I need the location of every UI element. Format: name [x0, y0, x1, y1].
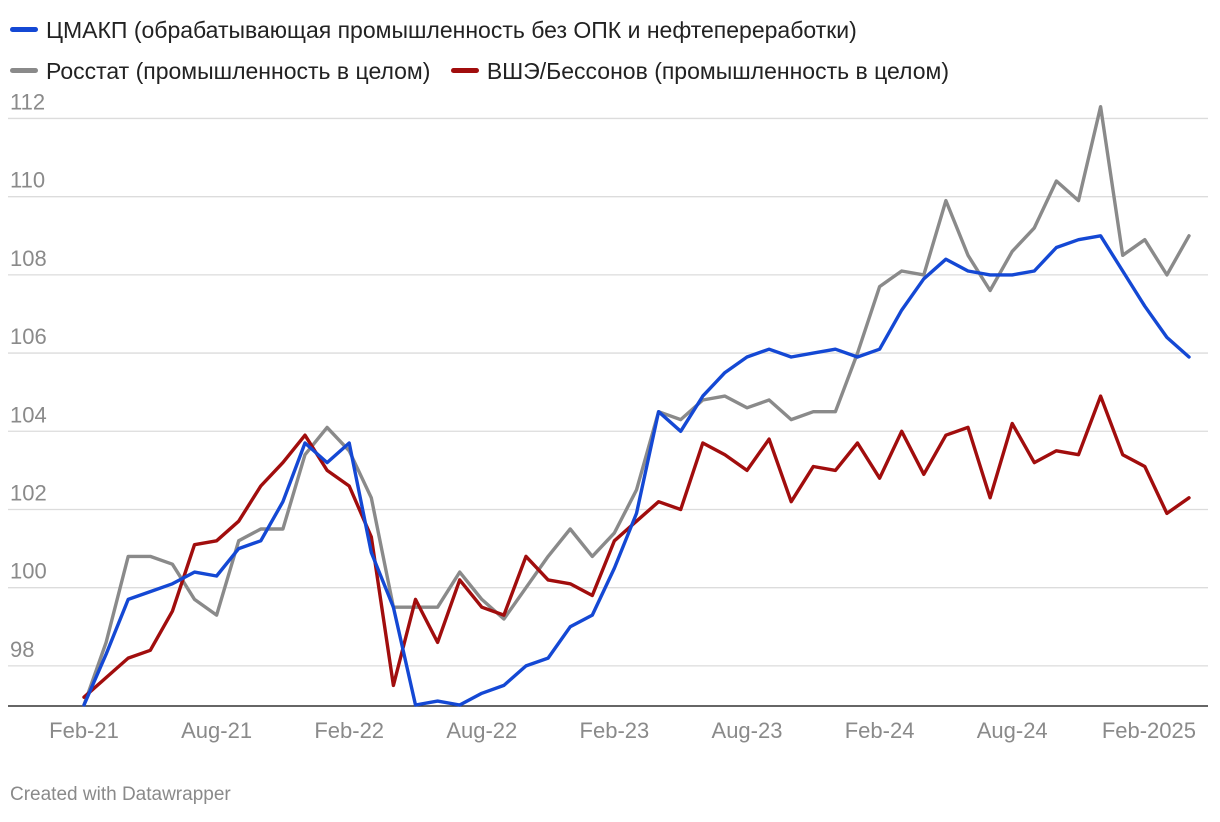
grid-layer [8, 117, 1208, 707]
x-axis-ticks: Feb-21 Aug-21 Feb-22 Aug-22 Feb-23 Aug-23 Feb-… [49, 718, 1196, 743]
x-tick-label-Aug-21: Aug-21 [181, 718, 252, 743]
y-tick-label-106: 106 [10, 324, 47, 349]
y-tick-label-112: 112 [10, 89, 45, 114]
x-tick-label-Feb-21: Feb-21 [49, 718, 119, 743]
series-layer [82, 104, 1191, 707]
chart-legend: ЦМАКП (обрабатывающая промышленность без… [10, 10, 1090, 92]
legend-swatch-cmakp [10, 27, 38, 33]
x-tick-label-Aug-22: Aug-22 [446, 718, 517, 743]
legend-item-cmakp: ЦМАКП (обрабатывающая промышленность без… [10, 10, 857, 51]
series-line-2 [82, 394, 1191, 699]
y-tick-label-98: 98 [10, 637, 34, 662]
legend-swatch-rosstat [10, 68, 38, 74]
y-axis-ticks: 98 100 102 104 106 108 110 112 [10, 89, 47, 661]
y-tick-label-102: 102 [10, 480, 47, 505]
x-tick-label-Feb-24: Feb-24 [845, 718, 915, 743]
legend-item-rosstat: Росстат (промышленность в целом) [10, 51, 430, 92]
credit-note: Created with Datawrapper [10, 784, 231, 805]
x-tick-label-Feb-23: Feb-23 [580, 718, 650, 743]
series-line-0 [82, 234, 1191, 707]
x-tick-label-Aug-23: Aug-23 [712, 718, 783, 743]
legend-label-rosstat: Росстат (промышленность в целом) [46, 58, 431, 84]
legend-label-cmakp: ЦМАКП (обрабатывающая промышленность без… [46, 17, 857, 43]
legend-swatch-hse [450, 68, 479, 74]
x-tick-label-Feb-22: Feb-22 [314, 718, 384, 743]
y-tick-label-104: 104 [10, 402, 47, 427]
y-tick-label-110: 110 [10, 168, 45, 193]
x-tick-label-Feb-2025: Feb-2025 [1102, 718, 1196, 743]
y-tick-label-108: 108 [10, 246, 47, 271]
legend-item-hse: ВШЭ/Бессонов (промышленность в целом) [450, 51, 949, 92]
y-tick-label-100: 100 [10, 559, 47, 584]
legend-label-hse: ВШЭ/Бессонов (промышленность в целом) [486, 58, 949, 84]
x-tick-label-Aug-24: Aug-24 [977, 718, 1048, 743]
